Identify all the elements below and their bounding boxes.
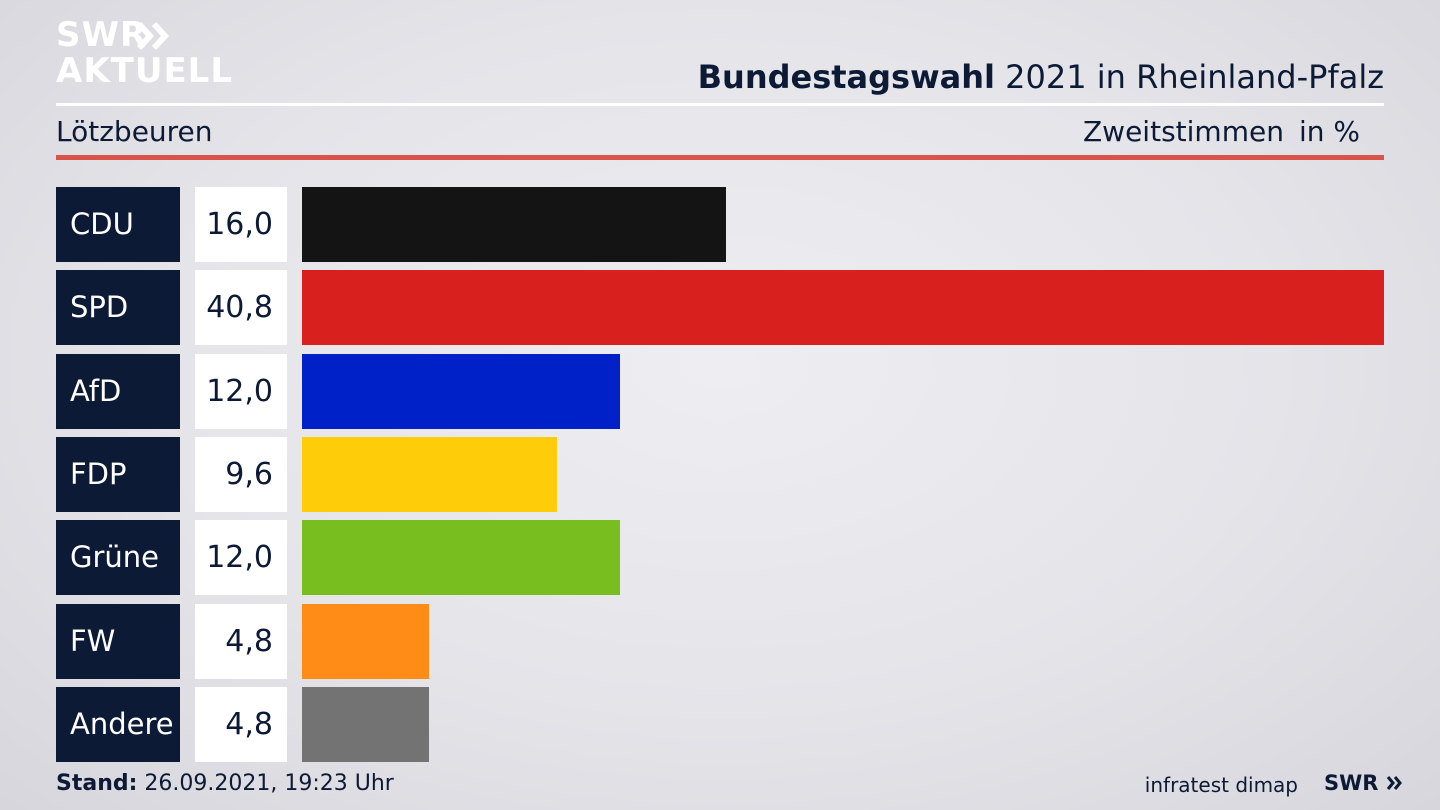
bar-row: FW 4,8 xyxy=(56,603,1384,679)
party-label: Grüne xyxy=(56,520,180,596)
double-chevron-icon xyxy=(1386,776,1402,790)
bar xyxy=(302,686,430,762)
timestamp: Stand: 26.09.2021, 19:23 Uhr xyxy=(56,771,394,796)
bar-row: FDP 9,6 xyxy=(56,436,1384,512)
title-rest: 2021 in Rheinland-Pfalz xyxy=(1005,58,1384,96)
header-divider xyxy=(56,103,1384,106)
logo-line-aktuell: AKTUELL xyxy=(56,51,234,91)
party-label: AfD xyxy=(56,353,180,429)
unit-label: in % xyxy=(1299,115,1361,148)
bar xyxy=(302,270,1384,346)
bar xyxy=(302,603,430,679)
party-label: FW xyxy=(56,603,180,679)
swr-aktuell-logo: SWR AKTUELL xyxy=(56,18,236,90)
swr-brand-text: SWR xyxy=(1324,771,1379,795)
party-label: Andere xyxy=(56,686,180,762)
swr-brand-mark: SWR xyxy=(1324,771,1404,795)
stand-label: Stand: xyxy=(56,771,138,796)
stand-value: 26.09.2021, 19:23 Uhr xyxy=(144,771,394,796)
bar-row: CDU 16,0 xyxy=(56,187,1384,262)
value-label: 4,8 xyxy=(195,686,287,762)
value-label: 40,8 xyxy=(195,270,287,346)
bar xyxy=(302,520,621,596)
page-title: Bundestagswahl 2021 in Rheinland-Pfalz xyxy=(698,58,1384,96)
bar-row: SPD 40,8 xyxy=(56,270,1384,346)
bar-row: AfD 12,0 xyxy=(56,353,1384,429)
accent-divider xyxy=(56,155,1384,160)
double-chevron-icon xyxy=(136,21,170,51)
title-bold: Bundestagswahl xyxy=(697,58,995,96)
value-label: 12,0 xyxy=(195,520,287,596)
value-label: 16,0 xyxy=(195,187,287,262)
value-label: 12,0 xyxy=(195,353,287,429)
bar xyxy=(302,353,621,429)
bar xyxy=(302,436,557,512)
vote-type-label: Zweitstimmen xyxy=(1083,115,1284,148)
party-label: FDP xyxy=(56,436,180,512)
bar-row: Andere 4,8 xyxy=(56,686,1384,762)
bar xyxy=(302,187,727,262)
bar-row: Grüne 12,0 xyxy=(56,520,1384,596)
location-label: Lötzbeuren xyxy=(56,115,213,148)
party-label: SPD xyxy=(56,270,180,346)
source-credit: infratest dimap xyxy=(1144,773,1298,797)
value-label: 9,6 xyxy=(195,436,287,512)
value-label: 4,8 xyxy=(195,603,287,679)
party-label: CDU xyxy=(56,187,180,262)
logo-line-swr: SWR xyxy=(56,15,148,55)
